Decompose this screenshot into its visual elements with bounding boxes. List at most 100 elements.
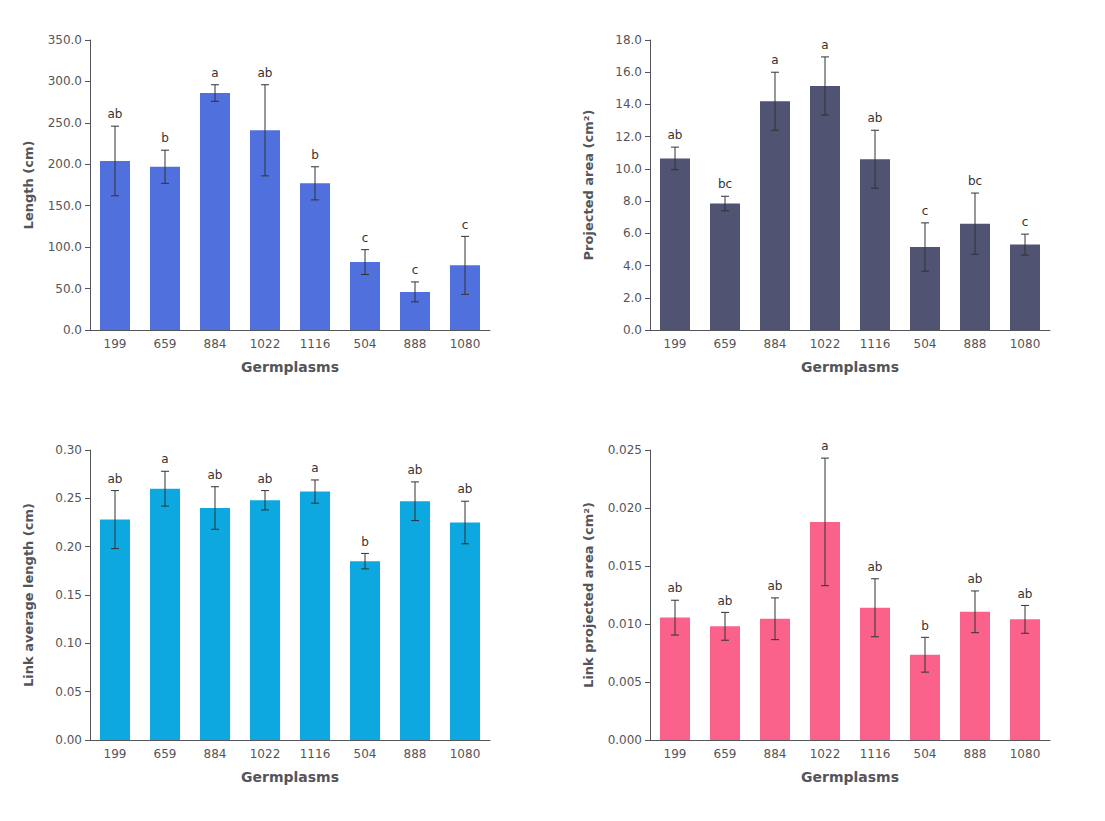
svg-text:ab: ab bbox=[768, 579, 783, 593]
svg-text:888: 888 bbox=[964, 747, 987, 761]
svg-text:ab: ab bbox=[1018, 587, 1033, 601]
svg-text:a: a bbox=[161, 452, 168, 466]
svg-text:c: c bbox=[362, 231, 369, 245]
svg-text:50.0: 50.0 bbox=[55, 282, 82, 296]
svg-text:659: 659 bbox=[154, 747, 177, 761]
svg-text:6.0: 6.0 bbox=[623, 226, 642, 240]
svg-text:1022: 1022 bbox=[810, 747, 841, 761]
svg-text:a: a bbox=[821, 439, 828, 453]
svg-text:659: 659 bbox=[714, 747, 737, 761]
svg-text:504: 504 bbox=[914, 337, 937, 351]
svg-text:Length (cm): Length (cm) bbox=[21, 141, 36, 230]
svg-text:1080: 1080 bbox=[450, 337, 481, 351]
svg-text:Germplasms: Germplasms bbox=[801, 359, 899, 375]
svg-text:0.00: 0.00 bbox=[55, 733, 82, 747]
svg-text:14.0: 14.0 bbox=[615, 97, 642, 111]
svg-text:Link projected area (cm²): Link projected area (cm²) bbox=[581, 502, 596, 688]
svg-text:888: 888 bbox=[404, 747, 427, 761]
svg-text:0.000: 0.000 bbox=[608, 733, 642, 747]
svg-text:ab: ab bbox=[258, 66, 273, 80]
svg-text:Projected area (cm²): Projected area (cm²) bbox=[581, 110, 596, 261]
svg-text:a: a bbox=[771, 53, 778, 67]
svg-text:884: 884 bbox=[204, 337, 227, 351]
svg-text:ab: ab bbox=[868, 560, 883, 574]
svg-text:1022: 1022 bbox=[250, 747, 281, 761]
svg-text:884: 884 bbox=[204, 747, 227, 761]
svg-text:ab: ab bbox=[408, 463, 423, 477]
svg-text:100.0: 100.0 bbox=[48, 240, 82, 254]
svg-text:0.10: 0.10 bbox=[55, 636, 82, 650]
svg-text:888: 888 bbox=[404, 337, 427, 351]
svg-text:884: 884 bbox=[764, 337, 787, 351]
svg-text:b: b bbox=[361, 535, 369, 549]
svg-text:1116: 1116 bbox=[860, 747, 891, 761]
svg-text:8.0: 8.0 bbox=[623, 194, 642, 208]
svg-text:ab: ab bbox=[258, 472, 273, 486]
svg-text:a: a bbox=[311, 461, 318, 475]
svg-text:199: 199 bbox=[664, 747, 687, 761]
svg-text:c: c bbox=[412, 263, 419, 277]
svg-text:1022: 1022 bbox=[810, 337, 841, 351]
svg-text:0.15: 0.15 bbox=[55, 588, 82, 602]
svg-text:0.20: 0.20 bbox=[55, 540, 82, 554]
svg-text:0.0: 0.0 bbox=[623, 323, 642, 337]
svg-text:18.0: 18.0 bbox=[615, 33, 642, 47]
svg-text:659: 659 bbox=[714, 337, 737, 351]
svg-text:0.05: 0.05 bbox=[55, 685, 82, 699]
svg-text:ab: ab bbox=[718, 594, 733, 608]
svg-text:199: 199 bbox=[104, 747, 127, 761]
svg-text:ab: ab bbox=[108, 472, 123, 486]
svg-text:bc: bc bbox=[718, 177, 732, 191]
svg-text:ab: ab bbox=[968, 572, 983, 586]
svg-text:0.0: 0.0 bbox=[63, 323, 82, 337]
svg-text:0.015: 0.015 bbox=[608, 559, 642, 573]
svg-text:ab: ab bbox=[868, 111, 883, 125]
svg-text:1080: 1080 bbox=[1010, 337, 1041, 351]
svg-text:1080: 1080 bbox=[1010, 747, 1041, 761]
svg-text:4.0: 4.0 bbox=[623, 259, 642, 273]
svg-text:c: c bbox=[922, 204, 929, 218]
svg-text:888: 888 bbox=[964, 337, 987, 351]
svg-text:250.0: 250.0 bbox=[48, 116, 82, 130]
svg-text:1116: 1116 bbox=[300, 337, 331, 351]
svg-text:1116: 1116 bbox=[860, 337, 891, 351]
svg-text:ab: ab bbox=[668, 128, 683, 142]
svg-text:a: a bbox=[821, 38, 828, 52]
svg-text:Germplasms: Germplasms bbox=[241, 769, 339, 785]
svg-text:10.0: 10.0 bbox=[615, 162, 642, 176]
svg-text:659: 659 bbox=[154, 337, 177, 351]
svg-text:300.0: 300.0 bbox=[48, 74, 82, 88]
svg-text:200.0: 200.0 bbox=[48, 157, 82, 171]
svg-text:1022: 1022 bbox=[250, 337, 281, 351]
svg-text:c: c bbox=[1022, 215, 1029, 229]
svg-text:b: b bbox=[161, 131, 169, 145]
svg-text:ab: ab bbox=[668, 581, 683, 595]
svg-text:c: c bbox=[462, 218, 469, 232]
svg-text:ab: ab bbox=[458, 482, 473, 496]
svg-text:0.010: 0.010 bbox=[608, 617, 642, 631]
svg-text:0.25: 0.25 bbox=[55, 491, 82, 505]
svg-text:ab: ab bbox=[108, 107, 123, 121]
svg-text:1080: 1080 bbox=[450, 747, 481, 761]
svg-text:b: b bbox=[311, 148, 319, 162]
svg-text:Germplasms: Germplasms bbox=[241, 359, 339, 375]
svg-text:199: 199 bbox=[664, 337, 687, 351]
svg-text:16.0: 16.0 bbox=[615, 65, 642, 79]
svg-text:884: 884 bbox=[764, 747, 787, 761]
svg-text:504: 504 bbox=[354, 747, 377, 761]
svg-text:12.0: 12.0 bbox=[615, 130, 642, 144]
svg-text:a: a bbox=[211, 66, 218, 80]
svg-text:350.0: 350.0 bbox=[48, 33, 82, 47]
svg-text:ab: ab bbox=[208, 468, 223, 482]
svg-text:199: 199 bbox=[104, 337, 127, 351]
svg-text:0.020: 0.020 bbox=[608, 501, 642, 515]
svg-text:150.0: 150.0 bbox=[48, 199, 82, 213]
svg-text:Germplasms: Germplasms bbox=[801, 769, 899, 785]
svg-text:504: 504 bbox=[914, 747, 937, 761]
svg-text:bc: bc bbox=[968, 174, 982, 188]
svg-text:1116: 1116 bbox=[300, 747, 331, 761]
svg-text:0.30: 0.30 bbox=[55, 443, 82, 457]
svg-text:2.0: 2.0 bbox=[623, 291, 642, 305]
svg-text:504: 504 bbox=[354, 337, 377, 351]
svg-text:b: b bbox=[921, 619, 929, 633]
